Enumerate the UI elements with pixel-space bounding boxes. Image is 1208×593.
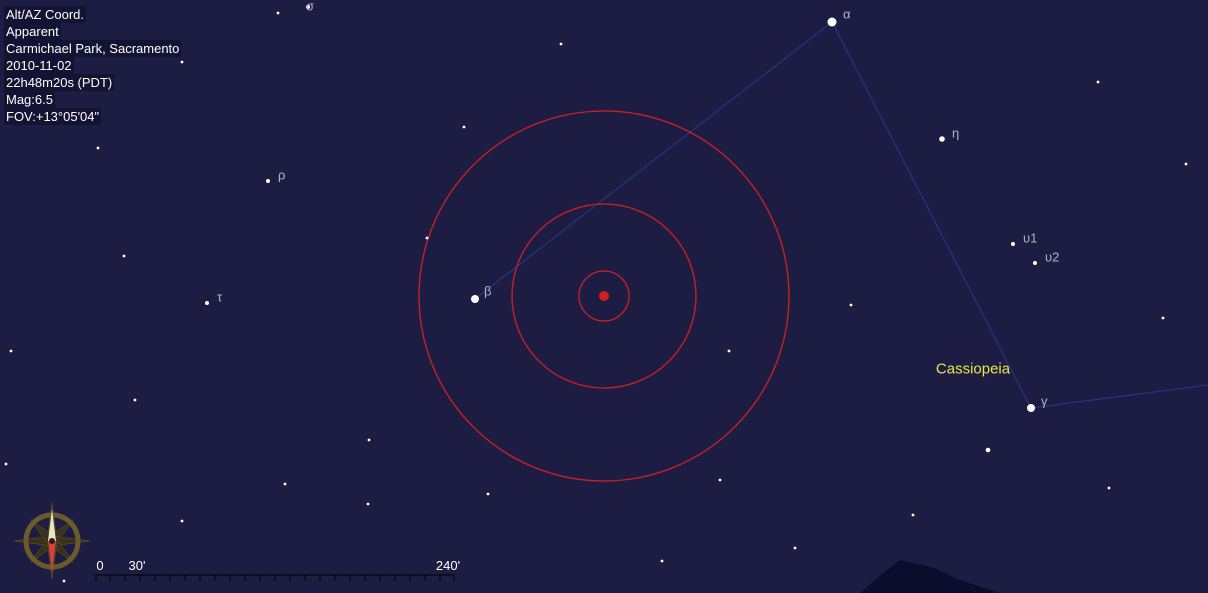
scale-label: 240' [436,558,460,573]
star[interactable] [63,580,66,583]
info-line: 22h48m20s (PDT) [4,74,114,91]
star[interactable] [134,399,137,402]
star-label: σ [306,0,314,14]
star[interactable] [97,147,100,150]
star[interactable] [728,350,731,353]
star-label: γ [1041,394,1048,409]
stars [5,5,1188,582]
star[interactable] [5,463,8,466]
info-line: Alt/AZ Coord. [4,6,86,23]
info-line: Mag:6.5 [4,91,55,108]
target-center [599,291,609,301]
horizon-silhouette [860,560,1000,593]
star[interactable] [1108,487,1111,490]
star[interactable] [850,304,853,307]
star[interactable] [661,560,664,563]
star[interactable] [828,18,837,27]
star[interactable] [181,520,184,523]
star[interactable] [912,514,915,517]
star[interactable] [794,547,797,550]
star[interactable] [471,295,479,303]
star[interactable] [1185,163,1188,166]
info-line: Carmichael Park, Sacramento [4,40,181,57]
star[interactable] [367,503,370,506]
star[interactable] [986,448,991,453]
star-label: υ1 [1023,231,1037,246]
star[interactable] [284,483,287,486]
star-label: ρ [278,168,285,183]
info-line: Apparent [4,23,61,40]
star-label: β [484,284,491,299]
constellation-label: Cassiopeia [936,361,1010,378]
star-label: τ [217,290,222,305]
scale-label: 0 [96,558,103,573]
info-panel: Alt/AZ Coord.ApparentCarmichael Park, Sa… [4,6,181,125]
star[interactable] [719,479,722,482]
star[interactable] [1033,261,1037,265]
star[interactable] [1162,317,1165,320]
star-label: υ2 [1045,250,1059,265]
star[interactable] [939,136,945,142]
star[interactable] [123,255,126,258]
scale-label: 30' [129,558,146,573]
constellation-lines [475,22,1208,408]
info-line: 2010-11-02 [4,57,74,74]
star[interactable] [560,43,563,46]
star[interactable] [1027,404,1035,412]
star-label: η [952,126,959,141]
star[interactable] [277,12,280,15]
star-label: α [843,7,851,22]
star[interactable] [487,493,490,496]
star[interactable] [1097,81,1100,84]
star[interactable] [205,301,209,305]
star[interactable] [463,126,466,129]
info-line: FOV:+13°05'04" [4,108,101,125]
star[interactable] [1011,242,1015,246]
star[interactable] [266,179,270,183]
scale-bar [96,575,454,581]
compass-rose [14,503,90,579]
star[interactable] [10,350,13,353]
star[interactable] [368,439,371,442]
star[interactable] [426,237,429,240]
